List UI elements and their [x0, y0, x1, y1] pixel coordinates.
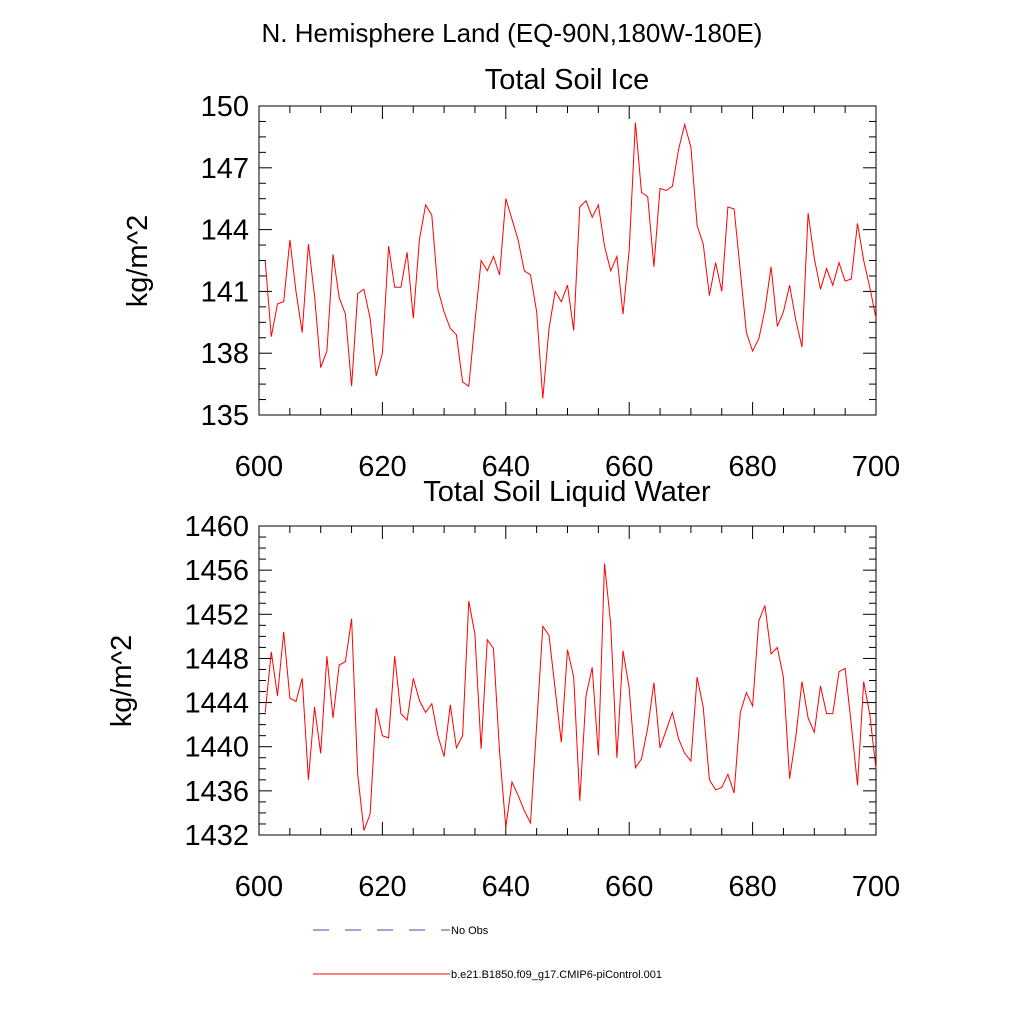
main-title: N. Hemisphere Land (EQ-90N,180W-180E): [262, 18, 763, 48]
series-line-soil-ice: [264, 122, 877, 399]
y-tick-label: 1460: [184, 511, 249, 543]
axis-ticks-soil-liquid-water: [258, 525, 877, 836]
y-tick-label: 1444: [184, 688, 249, 720]
legend-label-model-run: b.e21.B1850.f09_g17.CMIP6-piControl.001: [451, 969, 662, 981]
chart-title-soil-ice: Total Soil Ice: [485, 64, 649, 96]
y-tick-labels-soil-ice: 135 138 141 144 147 150: [201, 91, 249, 432]
x-tick-label: 600: [235, 871, 283, 903]
y-axis-label-soil-ice: kg/m^2: [122, 215, 154, 308]
legend: No Obs b.e21.B1850.f09_g17.CMIP6-piContr…: [313, 925, 662, 981]
y-tick-label: 1452: [184, 599, 249, 631]
chart-title-soil-liquid-water: Total Soil Liquid Water: [423, 476, 711, 508]
x-tick-label: 620: [358, 871, 406, 903]
axis-ticks-soil-ice: [258, 105, 877, 416]
y-tick-labels-soil-liquid-water: 1432 1436 1440 1444 1448 1452 1456 1460: [184, 511, 249, 852]
x-tick-label: 640: [482, 451, 530, 483]
chart-panel-soil-ice: Total Soil Ice 600 620 640 660 680 700 135 138…: [122, 64, 900, 483]
y-tick-label: 1456: [184, 555, 249, 587]
x-tick-labels-soil-liquid-water: 600 620 640 660 680 700: [235, 871, 900, 903]
x-tick-label: 660: [605, 451, 653, 483]
chart-panel-soil-liquid-water: Total Soil Liquid Water 600 620 640 660 680 7…: [106, 476, 900, 903]
series-line-soil-liquid-water: [264, 563, 877, 831]
legend-label-no-obs: No Obs: [451, 925, 489, 937]
x-tick-label: 660: [605, 871, 653, 903]
y-tick-label: 141: [201, 276, 249, 308]
plot-frame-soil-ice: [258, 105, 877, 416]
y-axis-label-soil-liquid-water: kg/m^2: [106, 635, 138, 728]
x-tick-label: 620: [358, 451, 406, 483]
y-tick-label: 144: [201, 215, 249, 247]
y-tick-label: 1436: [184, 776, 249, 808]
x-tick-label: 640: [482, 871, 530, 903]
x-tick-label: 680: [728, 871, 776, 903]
y-tick-label: 135: [201, 400, 249, 432]
x-tick-label: 600: [235, 451, 283, 483]
y-tick-label: 1432: [184, 820, 249, 852]
y-tick-label: 150: [201, 91, 249, 123]
y-tick-label: 138: [201, 338, 249, 370]
y-tick-label: 1448: [184, 643, 249, 675]
x-tick-label: 700: [852, 871, 900, 903]
y-tick-label: 1440: [184, 732, 249, 764]
x-tick-label: 700: [852, 451, 900, 483]
y-tick-label: 147: [201, 153, 249, 185]
x-tick-labels-soil-ice: 600 620 640 660 680 700: [235, 451, 900, 483]
x-tick-label: 680: [728, 451, 776, 483]
